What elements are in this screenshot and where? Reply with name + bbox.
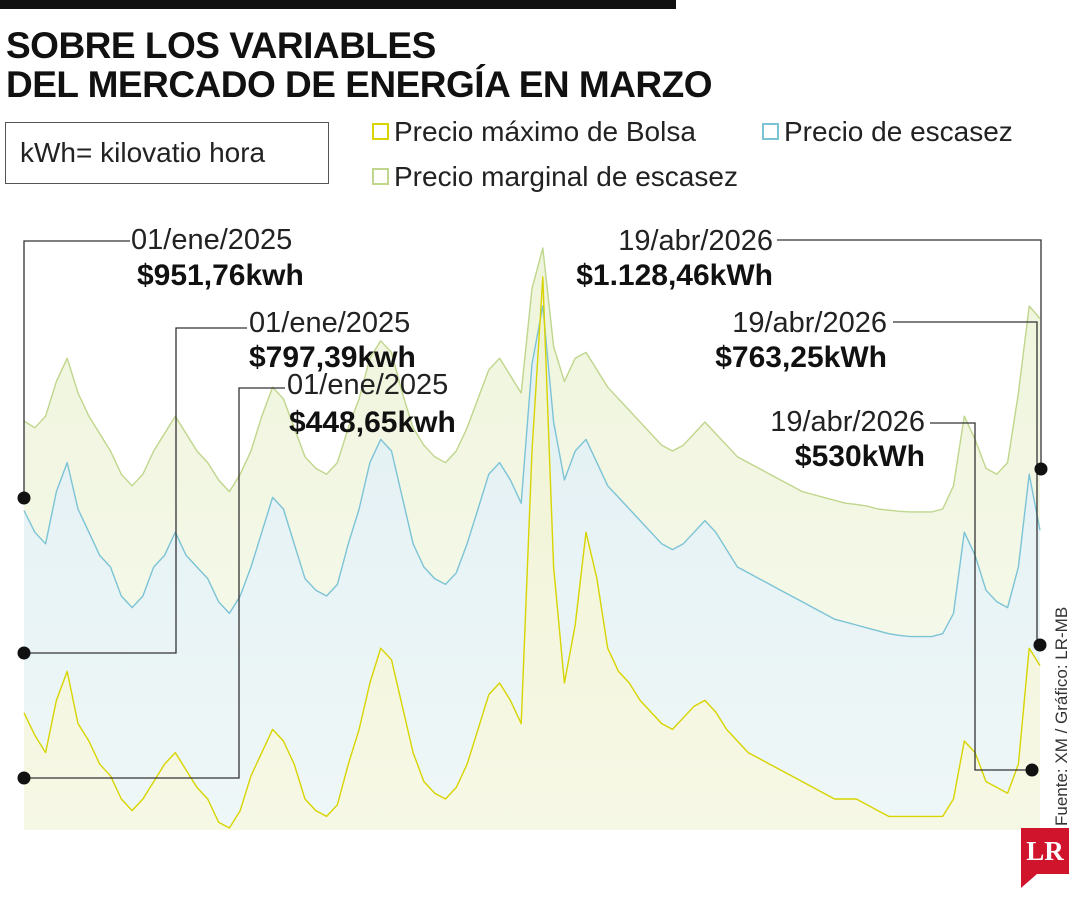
annotation-date-4: 19/abr/2026	[618, 225, 773, 257]
chart-title: SOBRE LOS VARIABLES DEL MERCADO DE ENERG…	[6, 25, 713, 105]
annotation-date-6: 19/abr/2026	[770, 406, 925, 438]
series-line-precio-maximo	[23, 276, 1041, 829]
annotation-dot-1	[17, 491, 31, 505]
annotation-leader-1	[23, 240, 130, 498]
annotation-date-2: 01/ene/2025	[249, 307, 410, 339]
annotation-leader-4	[777, 239, 1042, 469]
legend-label-precio-escasez: Precio de escasez	[784, 116, 1013, 147]
legend-swatch-precio-marginal	[372, 168, 389, 185]
annotation-date-5: 19/abr/2026	[732, 307, 887, 339]
annotation-leader-3	[24, 387, 285, 779]
annotation-dot-5	[1033, 638, 1047, 652]
annotation-leader-2	[24, 327, 247, 654]
source-note: Fuente: XM / Gráfico: LR-MB	[1052, 606, 1071, 826]
annotation-leaders	[23, 239, 1042, 779]
lr-logo: LR	[1021, 828, 1069, 874]
legend-item-precio-maximo: Precio máximo de Bolsa	[372, 117, 696, 147]
annotation-dot-4	[1034, 462, 1048, 476]
series-line-precio-marginal	[23, 247, 1041, 513]
annotation-date-3: 01/ene/2025	[287, 369, 448, 401]
lr-logo-tail	[1021, 874, 1037, 888]
annotation-dot-2	[17, 646, 31, 660]
series-area-precio-maximo	[24, 277, 1040, 830]
annotation-dot-3	[17, 771, 31, 785]
annotation-leader-6	[930, 422, 1030, 771]
legend-swatch-precio-escasez	[762, 123, 779, 140]
annotation-dot-6	[1025, 763, 1039, 777]
annotation-value-4: $1.128,46kWh	[576, 259, 773, 292]
legend-item-precio-marginal: Precio marginal de escasez	[372, 162, 738, 192]
annotation-value-5: $763,25kWh	[715, 341, 887, 374]
annotation-value-6: $530kWh	[795, 440, 925, 473]
legend-item-precio-escasez: Precio de escasez	[762, 117, 1013, 147]
legend-swatch-precio-maximo	[372, 123, 389, 140]
top-rule	[0, 0, 676, 9]
series-lines	[23, 247, 1041, 829]
legend-label-precio-marginal: Precio marginal de escasez	[394, 161, 738, 192]
title-line-2: DEL MERCADO DE ENERGÍA EN MARZO	[6, 64, 713, 105]
annotation-dots	[17, 462, 1048, 785]
annotation-date-1: 01/ene/2025	[131, 224, 292, 256]
legend-label-precio-maximo: Precio máximo de Bolsa	[394, 116, 696, 147]
annotation-value-3: $448,65kwh	[289, 406, 456, 439]
series-line-precio-escasez	[23, 305, 1041, 638]
unit-note: kWh= kilovatio hora	[5, 122, 329, 184]
annotation-value-1: $951,76kwh	[137, 259, 304, 292]
annotation-leader-5	[893, 321, 1038, 645]
annotation-value-2: $797,39kwh	[249, 341, 416, 374]
title-line-1: SOBRE LOS VARIABLES	[6, 25, 436, 66]
